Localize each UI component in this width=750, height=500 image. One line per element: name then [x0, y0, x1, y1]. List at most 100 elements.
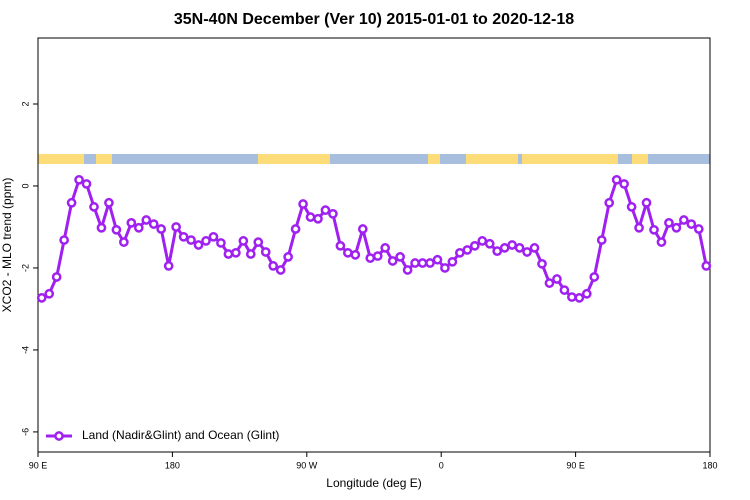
data-point	[81, 179, 92, 189]
plot-frame	[37, 37, 711, 453]
x-tick-label: 180	[702, 460, 717, 470]
data-point	[216, 238, 226, 248]
x-tick-label: 90 E	[566, 460, 585, 470]
data-point	[171, 222, 181, 232]
y-tick-label: 2	[20, 101, 30, 106]
data-point	[163, 261, 174, 271]
data-point	[201, 236, 211, 246]
legend-label: Land (Nadir&Glint) and Ocean (Glint)	[82, 428, 279, 442]
data-point	[141, 215, 152, 225]
data-point	[492, 246, 503, 256]
data-point	[455, 247, 465, 258]
legend-swatch-point	[54, 431, 64, 441]
data-point	[596, 235, 607, 245]
data-point	[686, 219, 697, 229]
data-point	[186, 235, 196, 245]
data-point	[395, 252, 405, 262]
data-point	[567, 292, 577, 302]
data-point	[365, 253, 376, 263]
data-point	[611, 174, 622, 185]
data-point	[559, 285, 570, 295]
data-point	[589, 272, 600, 282]
data-point	[507, 240, 517, 250]
data-point	[432, 254, 443, 265]
data-point	[335, 240, 346, 251]
data-point	[477, 236, 488, 246]
data-point	[425, 258, 435, 268]
data-point	[96, 222, 107, 233]
land-band	[96, 154, 112, 164]
land-band	[38, 154, 84, 164]
y-tick-label: -4	[20, 346, 30, 354]
land-band	[522, 154, 618, 164]
data-point	[350, 249, 361, 260]
chart-title: 35N-40N December (Ver 10) 2015-01-01 to …	[174, 11, 574, 28]
data-point	[59, 235, 69, 245]
data-point	[66, 197, 77, 208]
data-point	[51, 272, 62, 282]
data-point	[417, 258, 428, 268]
data-point	[74, 174, 84, 185]
data-point	[604, 197, 615, 208]
data-point	[641, 197, 652, 208]
y-tick-label: 0	[20, 183, 30, 188]
data-point	[238, 236, 249, 246]
data-point	[89, 202, 99, 212]
data-point	[313, 213, 323, 224]
x-axis-label: Longitude (deg E)	[326, 476, 421, 490]
data-point	[447, 256, 458, 267]
data-point	[537, 259, 547, 269]
data-point	[320, 205, 331, 216]
data-point	[223, 249, 234, 259]
data-point	[357, 224, 368, 234]
data-point	[402, 265, 413, 275]
data-point	[372, 251, 383, 261]
land-ocean-band	[38, 154, 710, 164]
data-point	[634, 222, 644, 233]
data-point	[544, 278, 555, 288]
data-point	[253, 237, 264, 247]
data-point	[469, 240, 480, 251]
data-point	[148, 219, 159, 229]
land-band	[258, 154, 330, 164]
data-point	[178, 231, 189, 242]
data-point	[529, 243, 540, 253]
data-point	[387, 256, 398, 266]
data-point	[619, 179, 629, 189]
data-point	[343, 247, 353, 258]
y-tick-label: -2	[20, 264, 30, 272]
data-point	[514, 243, 525, 253]
data-point	[484, 238, 495, 249]
data-point	[552, 274, 562, 284]
data-point	[656, 237, 667, 247]
y-tick-label: -6	[20, 428, 30, 436]
data-point	[126, 218, 137, 228]
data-point	[104, 197, 114, 208]
ocean-band	[38, 154, 710, 164]
land-band	[632, 154, 648, 164]
data-point	[305, 212, 316, 222]
data-point	[44, 288, 55, 299]
data-point	[133, 222, 144, 233]
data-point	[193, 240, 204, 250]
data-point	[36, 293, 47, 303]
series-line	[41, 177, 708, 300]
data-point	[268, 261, 279, 271]
x-tick-label: 0	[439, 460, 444, 470]
data-point	[260, 247, 271, 257]
data-point	[679, 215, 689, 225]
data-point	[410, 258, 420, 268]
data-point	[499, 243, 510, 253]
data-point	[701, 261, 712, 271]
data-point	[245, 249, 256, 259]
data-point	[328, 208, 338, 219]
data-point	[119, 237, 129, 247]
data-point	[275, 265, 286, 275]
data-point	[298, 199, 308, 209]
land-band	[428, 154, 440, 164]
data-point	[156, 224, 167, 234]
data-point	[522, 247, 532, 257]
x-tick-label: 90 W	[296, 460, 318, 470]
y-axis-label: XCO2 - MLO trend (ppm)	[0, 178, 14, 313]
